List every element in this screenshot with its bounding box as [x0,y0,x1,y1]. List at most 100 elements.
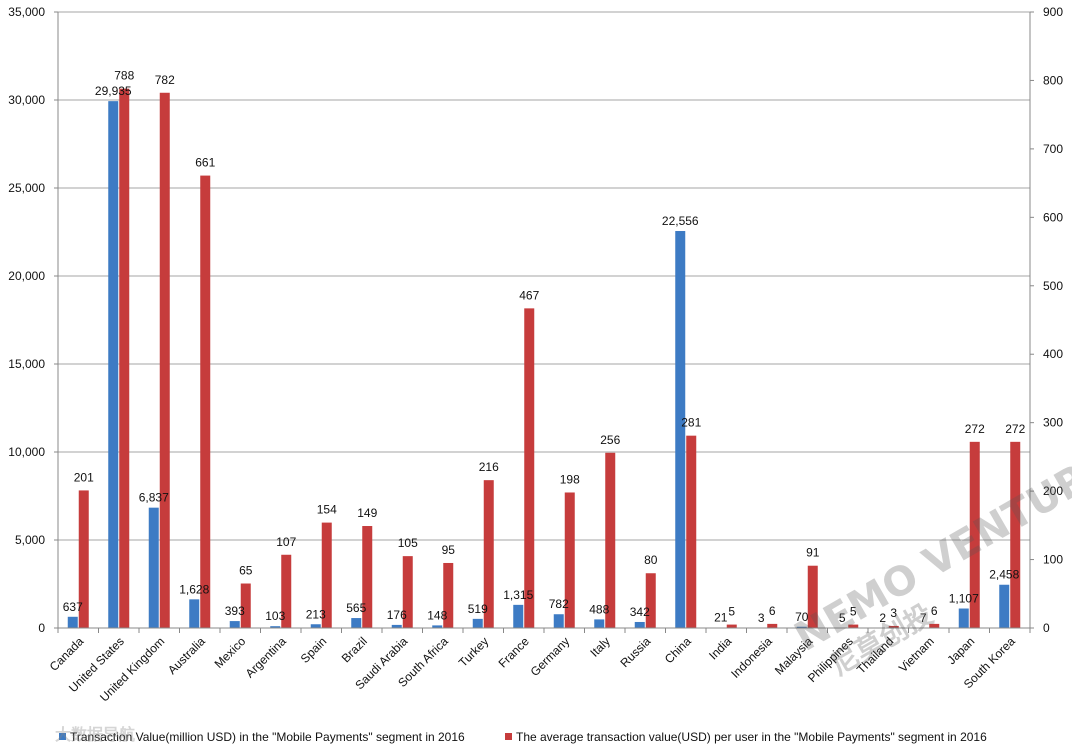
bar-transaction-value [594,619,604,628]
data-label-transaction-value: 1,628 [179,582,209,596]
category-label: Argentina [243,634,289,680]
bar-average-transaction-value [160,93,170,628]
right-axis-tick-label: 100 [1043,553,1063,567]
right-axis-tick-label: 800 [1043,73,1063,87]
right-axis-tick-label: 0 [1043,621,1050,635]
data-label-average-transaction-value: 256 [600,433,620,447]
data-label-average-transaction-value: 154 [317,503,337,517]
right-axis-tick-label: 300 [1043,416,1063,430]
bar-transaction-value [351,618,361,628]
bar-transaction-value [473,619,483,628]
data-label-transaction-value: 6,837 [139,491,169,505]
bar-average-transaction-value [727,625,737,628]
left-axis-tick-label: 35,000 [8,5,45,19]
data-label-average-transaction-value: 95 [442,543,456,557]
right-axis-tick-label: 900 [1043,5,1063,19]
data-label-transaction-value: 22,556 [662,214,699,228]
bar-transaction-value [554,614,564,628]
data-label-transaction-value: 2,458 [989,568,1019,582]
right-axis-tick-label: 700 [1043,142,1063,156]
corner-watermark: 大数据导航 [55,725,135,744]
data-label-average-transaction-value: 216 [479,460,499,474]
right-axis-tick-label: 600 [1043,210,1063,224]
data-label-transaction-value: 213 [306,607,326,621]
category-label: India [706,634,735,663]
bar-transaction-value [189,599,199,628]
data-label-average-transaction-value: 272 [1005,422,1025,436]
data-label-transaction-value: 342 [630,605,650,619]
right-axis-ticks: 0 100 200 300 400 500 600 700 800 900 [1030,5,1063,635]
bar-transaction-value [149,508,159,628]
left-axis-tick-label: 10,000 [8,445,45,459]
bar-average-transaction-value [646,573,656,628]
data-label-average-transaction-value: 467 [519,288,539,302]
data-label-transaction-value: 519 [468,602,488,616]
bar-average-transaction-value [767,624,777,628]
category-label: Spain [298,634,330,666]
bar-transaction-value [513,605,523,628]
data-label-transaction-value: 488 [589,602,609,616]
left-axis-tick-label: 25,000 [8,181,45,195]
category-label: France [496,634,533,671]
data-label-transaction-value: 176 [387,608,407,622]
bar-average-transaction-value [686,436,696,628]
left-axis-tick-label: 5,000 [15,533,45,547]
data-label-transaction-value: 21 [714,611,728,625]
data-label-average-transaction-value: 661 [195,156,215,170]
data-label-average-transaction-value: 272 [965,422,985,436]
category-label: Germany [528,634,573,679]
data-label-transaction-value: 393 [225,604,245,618]
bar-transaction-value [635,622,645,628]
bar-transaction-value [230,621,240,628]
right-axis-tick-label: 500 [1043,279,1063,293]
category-label: Japan [944,634,977,667]
data-label-average-transaction-value: 782 [155,73,175,87]
category-label: China [662,634,694,666]
legend-swatch-average-value [505,733,512,740]
data-label-average-transaction-value: 6 [769,604,776,618]
data-label-transaction-value: 565 [346,601,366,615]
data-label-transaction-value: 3 [758,611,765,625]
data-label-transaction-value: 148 [427,608,447,622]
data-label-average-transaction-value: 65 [239,564,253,578]
category-label: Italy [587,634,612,659]
left-axis-tick-label: 0 [38,621,45,635]
bar-transaction-value [108,101,118,628]
category-label: Turkey [456,634,492,670]
bar-transaction-value [959,609,969,628]
corner-watermark-text: 大数据导航 [55,725,135,744]
bar-transaction-value [311,624,321,628]
category-label: Brazil [339,634,370,665]
data-label-transaction-value: 103 [265,609,285,623]
category-label: Australia [165,634,208,677]
data-label-average-transaction-value: 105 [398,536,418,550]
data-label-transaction-value: 637 [63,600,83,614]
bar-average-transaction-value [524,308,534,628]
category-label: Canada [47,634,87,674]
data-label-average-transaction-value: 80 [644,553,658,567]
data-label-transaction-value: 1,107 [949,592,979,606]
legend-label-average-value: The average transaction value(USD) per u… [516,730,987,744]
data-label-average-transaction-value: 201 [74,470,94,484]
data-label-transaction-value: 782 [549,597,569,611]
data-label-transaction-value: 29,935 [95,84,132,98]
data-label-transaction-value: 1,315 [503,588,533,602]
data-label-average-transaction-value: 281 [681,416,701,430]
category-label: Russia [618,634,654,670]
category-label: Indonesia [728,634,775,681]
data-label-average-transaction-value: 107 [276,535,296,549]
left-axis-ticks: 0 5,000 10,000 15,000 20,000 25,000 30,000 35,0… [8,5,58,635]
legend: Transaction Value(million USD) in the "M… [59,730,987,744]
data-label-average-transaction-value: 149 [357,506,377,520]
bar-average-transaction-value [200,176,210,628]
data-label-average-transaction-value: 91 [806,546,820,560]
right-axis-tick-label: 400 [1043,347,1063,361]
bar-average-transaction-value [119,89,129,628]
data-label-average-transaction-value: 5 [728,605,735,619]
data-label-average-transaction-value: 788 [114,69,134,83]
category-label: Mexico [212,634,249,671]
bar-transaction-value [68,617,78,628]
data-label-average-transaction-value: 198 [560,472,580,486]
left-axis-tick-label: 20,000 [8,269,45,283]
